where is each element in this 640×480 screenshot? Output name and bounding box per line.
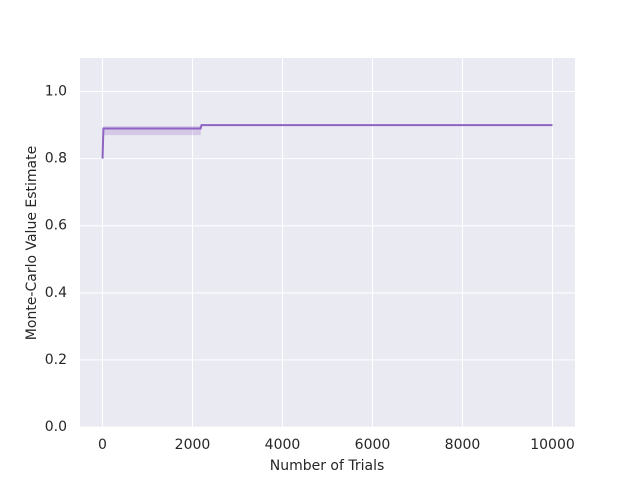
plot-area	[80, 58, 575, 427]
y-tick-label: 0.6	[45, 218, 67, 234]
x-tick-label: 4000	[265, 437, 301, 453]
y-axis-label: Monte-Carlo Value Estimate	[24, 146, 40, 340]
y-tick-label: 0.0	[45, 419, 67, 435]
x-tick-label: 6000	[355, 437, 391, 453]
line	[101, 124, 553, 159]
x-tick-label: 0	[98, 437, 107, 453]
y-tick-label: 0.8	[45, 151, 67, 167]
x-axis-label: Number of Trials	[270, 458, 385, 474]
y-tick-label: 0.4	[45, 285, 67, 301]
x-tick-label: 10000	[530, 437, 575, 453]
x-tick-label: 8000	[445, 437, 481, 453]
x-tick-label: 2000	[175, 437, 211, 453]
y-tick-label: 0.2	[45, 352, 67, 368]
y-tick-label: 1.0	[45, 84, 67, 100]
